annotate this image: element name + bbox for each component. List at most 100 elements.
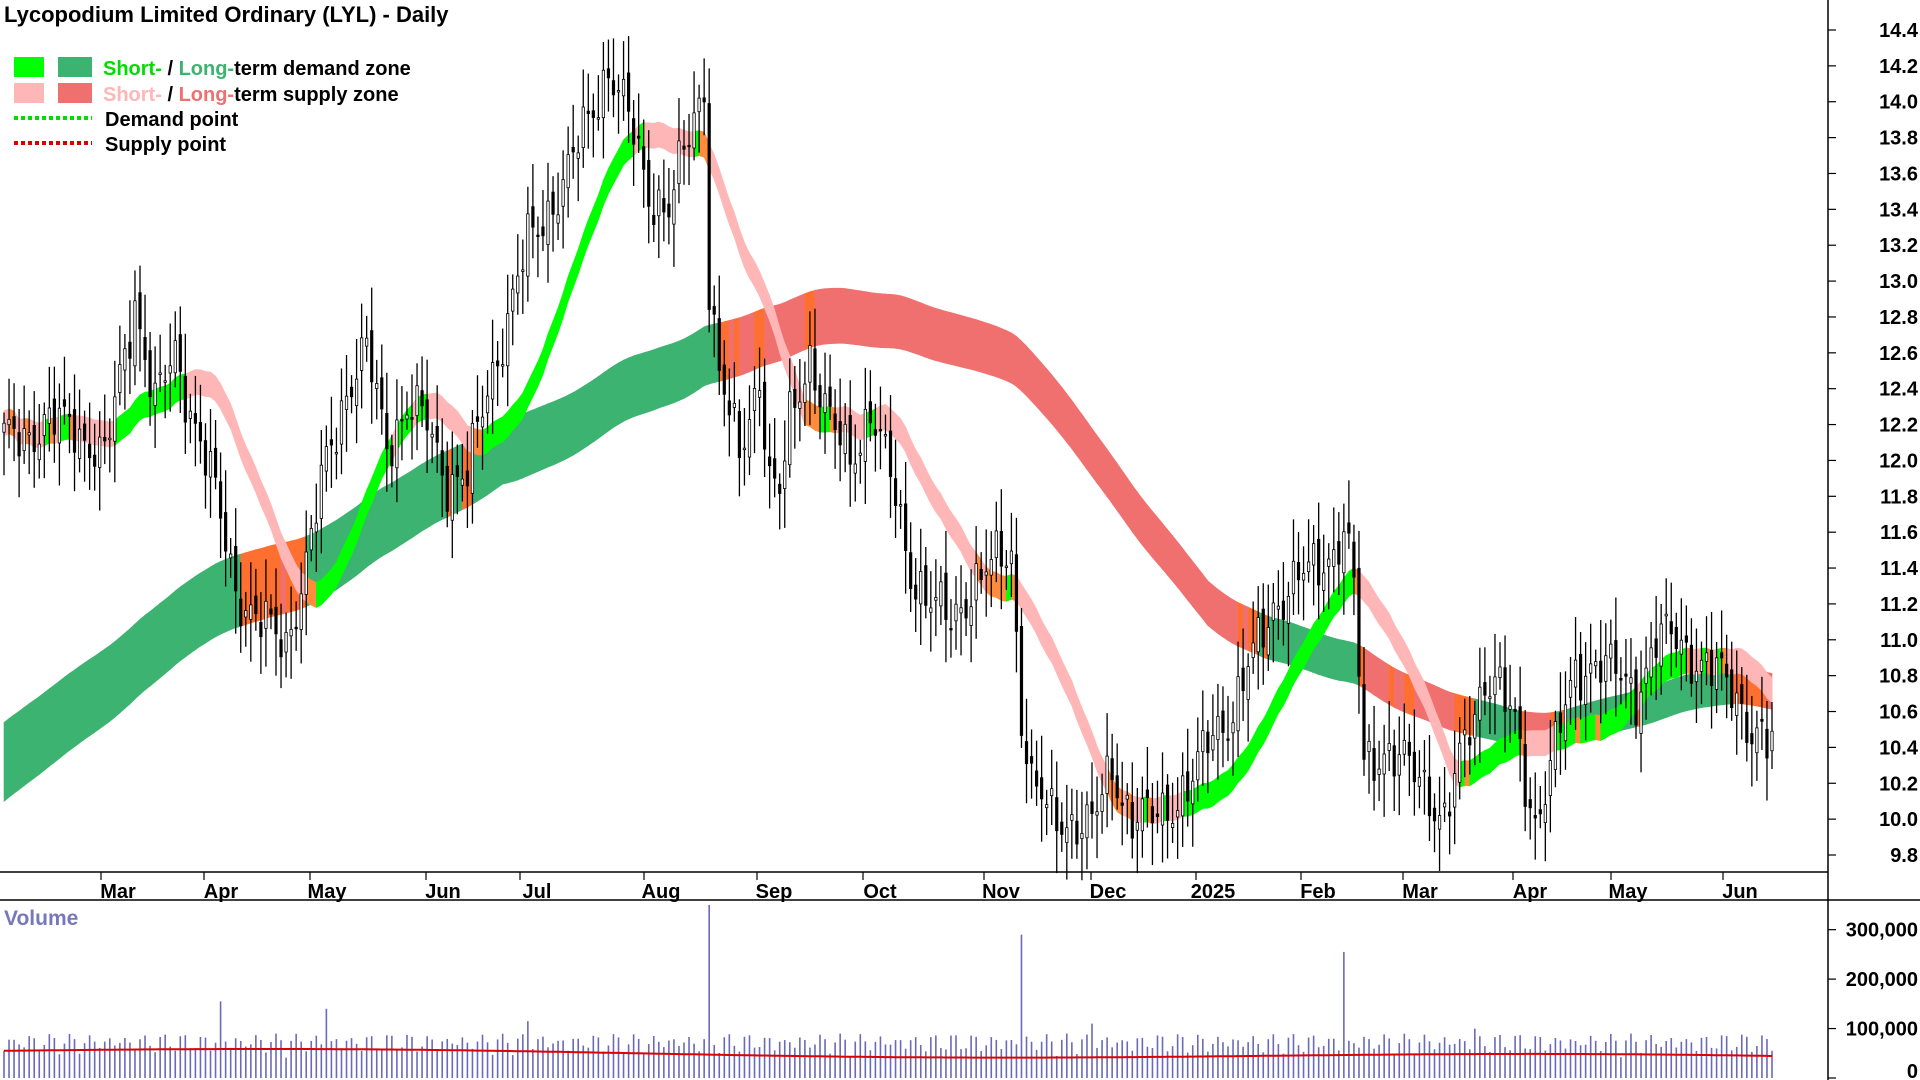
- candle-body: [1337, 541, 1341, 565]
- candle-body: [692, 112, 696, 149]
- candle-body: [1306, 561, 1311, 573]
- candle-body: [1725, 663, 1729, 678]
- long-term-zone-segment: [925, 304, 932, 360]
- candle-body: [1528, 799, 1532, 809]
- candle-body: [1664, 613, 1668, 617]
- long-term-zone-segment: [205, 566, 211, 644]
- candle-body: [556, 214, 560, 224]
- short-term-zone-segment: [139, 391, 146, 421]
- candle-body: [2, 422, 6, 433]
- candle-body: [1437, 815, 1442, 830]
- candle-body: [904, 503, 908, 551]
- candle-body: [148, 350, 152, 398]
- candle-body: [1392, 745, 1396, 777]
- candle-body: [1206, 731, 1210, 754]
- y-tick-label: 12.4: [1879, 379, 1919, 401]
- candle-body: [803, 383, 807, 403]
- candle-body: [168, 365, 172, 374]
- candle-body: [959, 607, 963, 614]
- long-term-zone-segment: [844, 288, 851, 345]
- candle-body: [1714, 657, 1719, 690]
- long-term-zone-segment: [1137, 491, 1143, 547]
- short-term-zone-segment: [683, 129, 690, 158]
- long-term-zone-segment: [1454, 693, 1461, 733]
- candle-body: [1095, 811, 1099, 816]
- long-term-zone-segment: [23, 703, 30, 787]
- candle-body: [1165, 784, 1170, 821]
- candle-body: [561, 179, 565, 207]
- long-term-zone-segment: [542, 403, 549, 470]
- short-term-zone-segment: [477, 429, 483, 456]
- long-term-zone-segment: [94, 651, 101, 734]
- long-term-zone-segment: [1106, 448, 1113, 505]
- candle-body: [158, 372, 162, 375]
- candle-body: [1674, 626, 1678, 650]
- short-term-zone-segment: [1585, 715, 1591, 743]
- y-tick-label: 14.2: [1879, 56, 1918, 78]
- long-term-zone-segment: [739, 315, 745, 377]
- candle-body: [360, 337, 364, 371]
- candle-body: [1256, 617, 1260, 653]
- candle-body: [1226, 738, 1230, 741]
- candle-body: [88, 443, 92, 459]
- long-term-zone-segment: [759, 307, 765, 368]
- y-tick-label: 10.2: [1879, 773, 1918, 795]
- candle-body: [768, 456, 772, 467]
- candle-body: [57, 407, 62, 444]
- candle-body: [1417, 776, 1422, 787]
- candle-body: [153, 382, 157, 406]
- candle-body: [1488, 696, 1492, 700]
- candle-body: [485, 395, 490, 414]
- y-tick-label: 10.6: [1879, 702, 1918, 724]
- x-tick-label: May: [1609, 881, 1649, 903]
- candle-body: [581, 106, 585, 148]
- long-term-zone-segment: [890, 294, 896, 349]
- short-term-zone-segment: [159, 385, 166, 413]
- candle-body: [1186, 771, 1190, 802]
- short-term-zone-segment: [1615, 704, 1622, 734]
- y-tick-label: 13.2: [1879, 235, 1918, 257]
- short-term-zone-segment: [1746, 651, 1753, 684]
- candle-body: [289, 628, 293, 637]
- long-term-zone-segment: [910, 298, 917, 355]
- long-term-zone-segment: [185, 579, 191, 658]
- long-term-zone-segment: [965, 316, 972, 370]
- long-term-zone-segment: [109, 641, 116, 723]
- long-term-zone-segment: [1227, 595, 1234, 645]
- long-term-zone-segment: [134, 618, 141, 700]
- x-tick-label: Jul: [523, 881, 552, 903]
- long-term-zone-segment: [905, 296, 911, 353]
- short-term-zone-segment: [124, 407, 131, 438]
- candle-body: [672, 189, 676, 225]
- candle-body: [1347, 522, 1351, 534]
- candle-body: [1407, 741, 1411, 756]
- long-term-zone-segment: [406, 469, 413, 542]
- candle-body: [1594, 661, 1598, 667]
- long-term-zone-segment: [84, 658, 90, 740]
- long-term-zone-segment: [200, 569, 206, 647]
- candle-body: [1614, 640, 1618, 674]
- candle-body: [888, 430, 893, 477]
- candle-body: [1276, 605, 1280, 610]
- candle-body: [163, 380, 167, 383]
- short-term-zone-segment: [1600, 712, 1607, 742]
- long-term-zone-segment: [789, 297, 796, 358]
- candle-body: [470, 422, 475, 494]
- short-term-zone-segment: [1766, 672, 1773, 704]
- candle-body: [224, 512, 228, 552]
- short-term-zone-segment: [487, 421, 493, 454]
- short-term-zone-segment: [1474, 752, 1481, 784]
- long-term-zone-segment: [1323, 634, 1330, 679]
- candle-body: [994, 530, 998, 558]
- long-term-zone-segment: [64, 672, 70, 755]
- long-term-zone-segment: [1046, 367, 1053, 425]
- candle-body: [62, 399, 67, 407]
- candle-body: [133, 300, 137, 367]
- long-term-zone-segment: [960, 314, 967, 369]
- long-term-zone-segment: [1116, 462, 1123, 519]
- long-term-zone-segment: [190, 575, 196, 654]
- candle-body: [67, 413, 72, 418]
- long-term-zone-segment: [1021, 340, 1027, 397]
- short-term-zone-segment: [643, 122, 650, 149]
